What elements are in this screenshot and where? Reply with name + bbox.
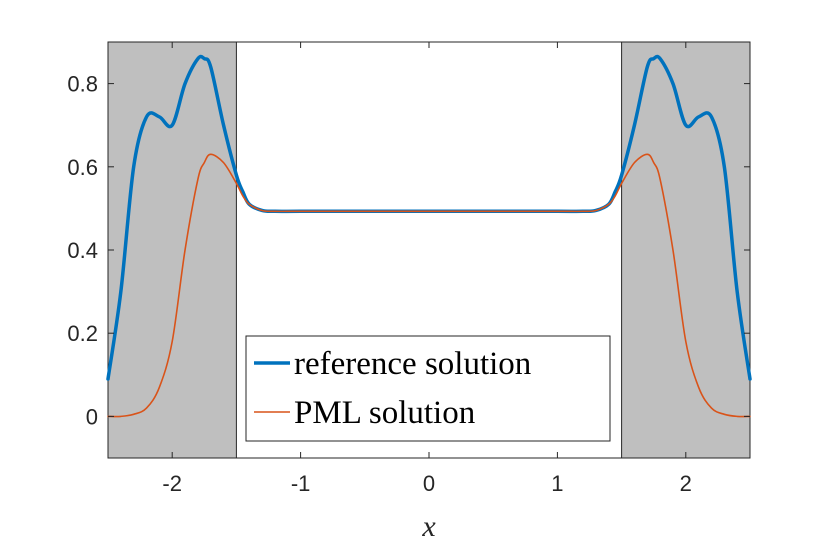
y-axis-ticks: 0 0.2 0.4 0.6 0.8 [67,72,750,429]
x-axis-label: x [421,510,436,543]
x-tick-label: 1 [551,471,563,496]
series-line-2 [107,153,751,418]
y-tick-label: 0.6 [67,155,98,180]
x-tick-label: -1 [291,471,311,496]
legend-label-2: PML solution [294,395,475,431]
legend-box [245,335,611,442]
x-tick-label: -2 [162,471,182,496]
y-tick-label: 0.8 [67,72,98,97]
x-axis-ticks: -2 -1 0 1 2 [162,42,692,496]
shaded-regions [107,41,751,459]
y-tick-label: 0.2 [67,321,98,346]
y-tick-label: 0 [86,404,98,429]
legend: reference solution PML solution [245,335,611,442]
shaded-region-2 [621,41,751,459]
x-tick-label: 0 [423,471,435,496]
shaded-region-1 [107,41,237,459]
y-tick-label: 0.4 [67,238,98,263]
series-lines [106,54,752,418]
legend-entries: reference solution PML solution [254,346,531,431]
x-tick-label: 2 [680,471,692,496]
legend-label-1: reference solution [294,346,531,382]
